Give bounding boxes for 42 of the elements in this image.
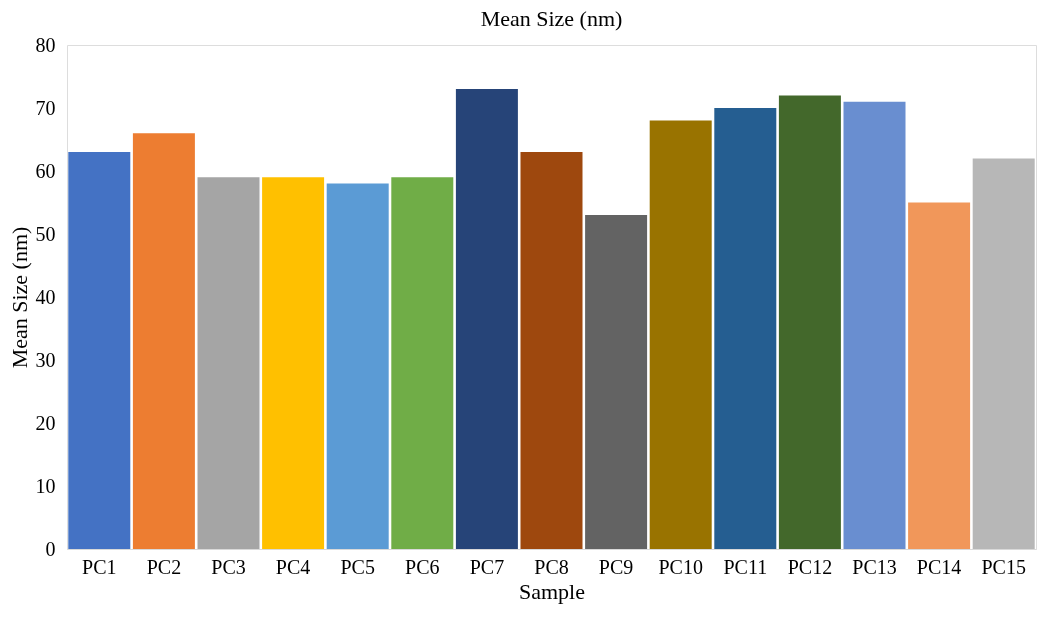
- bar: [391, 177, 454, 549]
- bar: [197, 177, 260, 549]
- y-tick-label: 10: [35, 474, 56, 497]
- y-tick-label: 40: [35, 285, 56, 308]
- x-tick-label: PC2: [146, 555, 182, 578]
- x-tick-label: PC6: [405, 555, 440, 578]
- bar: [455, 89, 518, 549]
- bar: [326, 183, 389, 549]
- bar: [908, 202, 971, 549]
- x-tick-label: PC13: [852, 555, 897, 578]
- x-tick-label: PC9: [598, 555, 634, 578]
- x-tick-label: PC5: [340, 555, 375, 578]
- x-tick-label: PC1: [82, 555, 117, 578]
- y-axis-title: Mean Size (nm): [6, 226, 32, 369]
- y-tick-label: 30: [35, 348, 56, 371]
- x-tick-label: PC14: [916, 555, 962, 578]
- x-tick-label: PC11: [723, 555, 768, 578]
- y-tick-label: 0: [45, 537, 56, 560]
- bar: [714, 108, 777, 549]
- bar: [778, 95, 841, 549]
- x-tick-label: PC15: [981, 555, 1026, 578]
- bar: [262, 177, 325, 549]
- x-axis-title: Sample: [519, 578, 585, 604]
- bar: [843, 101, 906, 549]
- bar: [585, 215, 648, 549]
- bar: [132, 133, 195, 549]
- bar: [520, 152, 583, 549]
- x-tick-label: PC12: [787, 555, 833, 578]
- y-tick-label: 50: [35, 222, 56, 245]
- x-tick-label: PC7: [469, 555, 505, 578]
- bar: [68, 152, 131, 549]
- x-tick-label: PC3: [211, 555, 246, 578]
- y-tick-label: 70: [35, 96, 56, 119]
- x-tick-label: PC8: [534, 555, 569, 578]
- y-tick-label: 60: [35, 159, 56, 182]
- bar: [649, 120, 712, 549]
- y-tick-label: 20: [35, 411, 56, 434]
- x-tick-label: PC4: [275, 555, 311, 578]
- x-tick-label: PC10: [658, 555, 703, 578]
- y-tick-label: 80: [35, 33, 56, 56]
- bar: [972, 158, 1035, 549]
- chart-title: Mean Size (nm): [480, 6, 623, 31]
